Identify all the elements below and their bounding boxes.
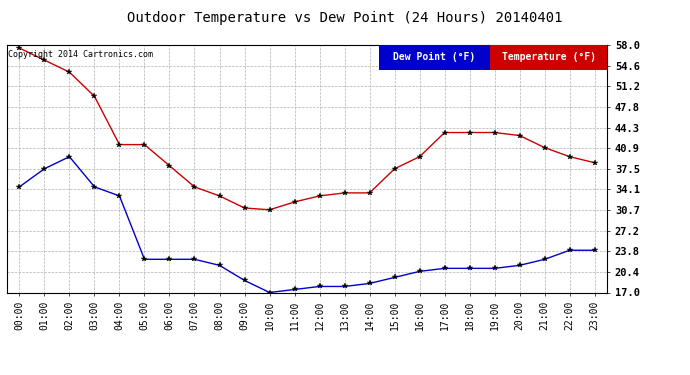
Text: Copyright 2014 Cartronics.com: Copyright 2014 Cartronics.com: [8, 50, 153, 59]
FancyBboxPatch shape: [490, 45, 607, 70]
Text: Outdoor Temperature vs Dew Point (24 Hours) 20140401: Outdoor Temperature vs Dew Point (24 Hou…: [127, 11, 563, 25]
Text: Temperature (°F): Temperature (°F): [502, 53, 595, 62]
FancyBboxPatch shape: [379, 45, 490, 70]
Text: Dew Point (°F): Dew Point (°F): [393, 53, 475, 62]
